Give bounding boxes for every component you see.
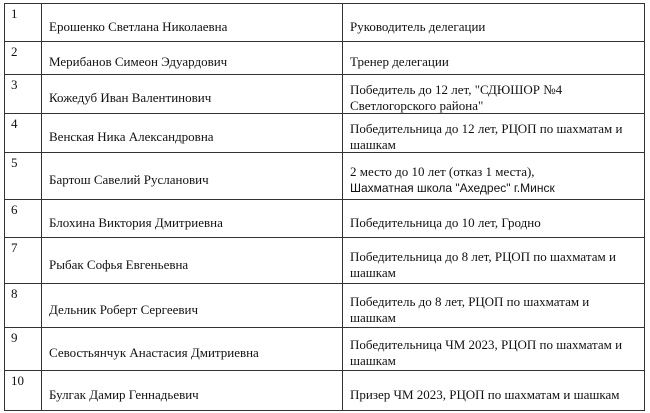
participant-name-cell: Блохина Виктория Дмитриевна xyxy=(41,199,343,238)
role-achievement-cell: Победительница до 8 лет, РЦОП по шахмата… xyxy=(342,237,645,284)
participant-name-cell: Мерибанов Симеон Эдуардович xyxy=(41,41,343,75)
role-achievement-line: Победительница до 10 лет, Гродно xyxy=(350,214,541,230)
role-achievement-line: шашкам xyxy=(350,264,396,280)
role-achievement-cell: Тренер делегации xyxy=(342,41,645,75)
participant-name: Булгак Дамир Геннадьевич xyxy=(49,386,199,402)
row-number: 8 xyxy=(4,283,42,328)
table-row: 9 Севостьянчук Анастасия Дмитриевна Победи… xyxy=(4,327,645,371)
role-achievement-cell: Победительница до 10 лет, Гродно xyxy=(342,199,645,238)
participant-name: Венская Ника Александровна xyxy=(49,129,214,144)
table-row: 8 Дельник Роберт Сергеевич Победитель до 8… xyxy=(4,283,645,328)
table-row: 6 Блохина Виктория Дмитриевна Победительни… xyxy=(4,199,645,238)
role-achievement-cell: Победительница до 12 лет, РЦОП по шахмат… xyxy=(342,113,645,153)
table-row: 2 Мерибанов Симеон Эдуардович Тренер делег… xyxy=(4,41,645,75)
role-achievement-line: Светлогорского района" xyxy=(350,98,484,113)
participant-name-cell: Бартош Савелий Русланович xyxy=(41,152,343,200)
table-row: 7 Рыбак Софья Евгеньевна Победительница до… xyxy=(4,237,645,284)
role-achievement-line: Шахматная школа "Ахедрес" г.Минск xyxy=(350,181,555,195)
role-achievement-cell: 2 место до 10 лет (отказ 1 места), Шахмат… xyxy=(342,152,645,200)
row-number: 9 xyxy=(4,327,42,371)
participant-name: Ерошенко Светлана Николаевна xyxy=(49,18,228,34)
role-achievement-cell: Призер ЧМ 2023, РЦОП по шахматам и шашка… xyxy=(342,370,645,411)
table-row: 10 Булгак Дамир Геннадьевич Призер ЧМ 2023… xyxy=(4,370,645,411)
row-number: 4 xyxy=(4,113,42,153)
row-number: 10 xyxy=(4,370,42,411)
participant-name-cell: Кожедуб Иван Валентинович xyxy=(41,74,343,114)
participant-name: Дельник Роберт Сергеевич xyxy=(49,301,199,317)
role-achievement-line: шашкам xyxy=(350,353,396,368)
row-number: 7 xyxy=(4,237,42,284)
participant-name-cell: Севостьянчук Анастасия Дмитриевна xyxy=(41,327,343,371)
role-achievement-line: Призер ЧМ 2023, РЦОП по шахматам и шашка… xyxy=(350,386,620,402)
role-achievement-line: шашкам xyxy=(350,137,396,152)
row-number: 3 xyxy=(4,74,42,114)
role-achievement-line: Победительница ЧМ 2023, РЦОП по шахматам… xyxy=(350,337,623,352)
participant-name-cell: Венская Ника Александровна xyxy=(41,113,343,153)
participant-name: Рыбак Софья Евгеньевна xyxy=(49,256,189,272)
table-row: 4 Венская Ника Александровна Победительниц… xyxy=(4,113,645,153)
role-achievement-cell: Победительница ЧМ 2023, РЦОП по шахматам… xyxy=(342,327,645,371)
delegation-table: 1 Ерошенко Светлана Николаевна Руководител… xyxy=(4,3,645,411)
role-achievement-line: Победительница до 8 лет, РЦОП по шахмата… xyxy=(350,248,616,264)
table-row: 3 Кожедуб Иван Валентинович Победитель до … xyxy=(4,74,645,114)
row-number: 5 xyxy=(4,152,42,200)
table-row: 5 Бартош Савелий Русланович 2 место до 10 … xyxy=(4,152,645,200)
role-achievement-cell: Руководитель делегации xyxy=(342,3,645,42)
role-achievement-line: Руководитель делегации xyxy=(350,18,486,34)
participant-name: Бартош Савелий Русланович xyxy=(49,172,209,187)
participant-name-cell: Ерошенко Светлана Николаевна xyxy=(41,3,343,42)
row-number: 2 xyxy=(4,41,42,75)
participant-name: Мерибанов Симеон Эдуардович xyxy=(49,54,228,69)
role-achievement-cell: Победитель до 12 лет, "СДЮШОР №4 Светлого… xyxy=(342,74,645,114)
role-achievement-line: 2 место до 10 лет (отказ 1 места), xyxy=(350,164,535,179)
row-number: 6 xyxy=(4,199,42,238)
participant-name-cell: Дельник Роберт Сергеевич xyxy=(41,283,343,328)
row-number: 1 xyxy=(4,3,42,42)
role-achievement-line: Тренер делегации xyxy=(350,54,449,69)
participant-name-cell: Булгак Дамир Геннадьевич xyxy=(41,370,343,411)
role-achievement-line: Победитель до 12 лет, "СДЮШОР №4 xyxy=(350,82,563,97)
role-achievement-line: Победитель до 8 лет, РЦОП по шахматам и xyxy=(350,293,590,309)
participant-name: Блохина Виктория Дмитриевна xyxy=(49,214,223,230)
participant-name-cell: Рыбак Софья Евгеньевна xyxy=(41,237,343,284)
participant-name: Кожедуб Иван Валентинович xyxy=(49,90,212,105)
role-achievement-line: шашкам xyxy=(350,309,396,325)
role-achievement-line: Победительница до 12 лет, РЦОП по шахмат… xyxy=(350,121,623,136)
table-row: 1 Ерошенко Светлана Николаевна Руководител… xyxy=(4,3,645,42)
participant-name: Севостьянчук Анастасия Дмитриевна xyxy=(49,345,259,360)
